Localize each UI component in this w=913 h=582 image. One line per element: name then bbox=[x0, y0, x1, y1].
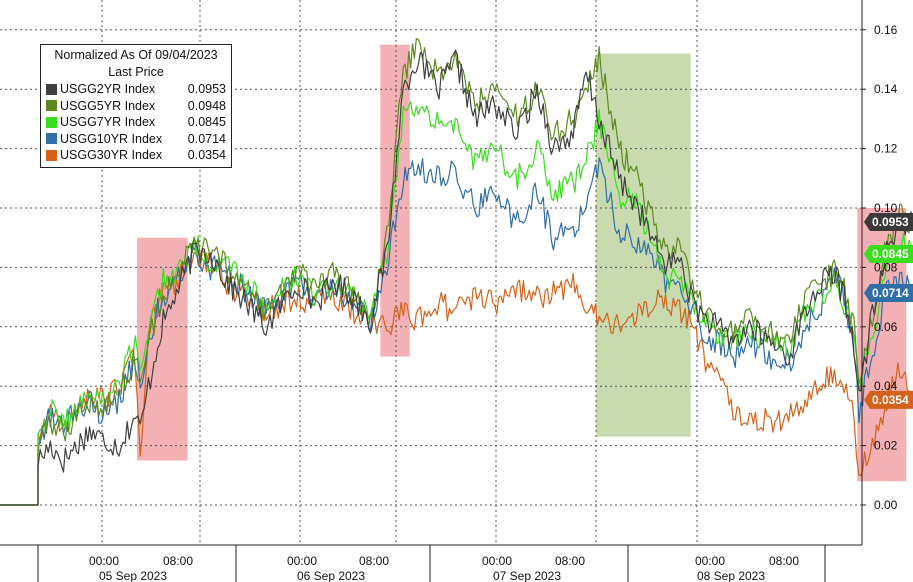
series-line bbox=[0, 101, 913, 506]
last-value-badge bbox=[864, 283, 913, 302]
legend-item: USGG7YR Index 0.0845 bbox=[46, 114, 226, 131]
last-value-badge-label: 0.0845 bbox=[872, 247, 909, 261]
x-tick-label: 00:00 bbox=[89, 554, 119, 568]
x-tick-label: 08:00 bbox=[555, 554, 585, 568]
legend-item: USGG10YR Index 0.0714 bbox=[46, 131, 226, 148]
legend-swatch bbox=[46, 149, 57, 161]
series-line bbox=[0, 49, 913, 506]
legend-swatch bbox=[46, 83, 57, 95]
legend-swatch bbox=[46, 100, 57, 112]
legend-series-value: 0.0948 bbox=[187, 98, 226, 113]
legend-swatch bbox=[46, 133, 57, 145]
legend-series-name: USGG7YR Index bbox=[60, 115, 156, 129]
y-tick-label: 0.04 bbox=[874, 379, 898, 393]
last-value-badge-label: 0.0714 bbox=[872, 286, 909, 300]
legend-series-name: USGG5YR Index bbox=[60, 98, 156, 113]
last-value-badge bbox=[864, 212, 913, 231]
series-line bbox=[0, 249, 913, 506]
legend-series-value: 0.0845 bbox=[187, 115, 226, 129]
y-tick-label: 0.10 bbox=[874, 201, 898, 215]
legend-item: USGG5YR Index 0.0948 bbox=[46, 98, 226, 115]
last-value-badge-label: 0.0354 bbox=[872, 393, 909, 407]
x-tick-label: 00:00 bbox=[287, 554, 317, 568]
last-value-badges: 0.0953 0.0845 0.0714 0.0354 bbox=[864, 212, 913, 409]
y-tick-label: 0.16 bbox=[874, 23, 898, 37]
y-tick-label: 0.08 bbox=[874, 260, 898, 274]
legend-series-value: 0.0354 bbox=[187, 148, 226, 162]
y-tick-label: 0.06 bbox=[874, 320, 898, 334]
x-tick-label: 08:00 bbox=[769, 554, 799, 568]
last-value-badge-label: 0.0953 bbox=[872, 215, 909, 229]
x-date-label: 06 Sep 2023 bbox=[297, 569, 365, 582]
legend-title: Normalized As Of 09/04/2023 bbox=[54, 48, 218, 62]
y-tick-label: 0.02 bbox=[874, 439, 898, 453]
x-date-label: 08 Sep 2023 bbox=[697, 569, 765, 582]
x-date-label: 07 Sep 2023 bbox=[493, 569, 561, 582]
x-tick-label: 08:00 bbox=[163, 554, 193, 568]
y-tick-label: 0.00 bbox=[874, 498, 898, 512]
x-date-label: 05 Sep 2023 bbox=[99, 569, 167, 582]
x-tick-label: 00:00 bbox=[695, 554, 725, 568]
series-lines bbox=[0, 38, 913, 506]
legend-series-name: USGG10YR Index bbox=[60, 131, 163, 146]
x-tick-label: 00:00 bbox=[482, 554, 512, 568]
legend-item: USGG2YR Index 0.0953 bbox=[46, 81, 226, 98]
y-tick-label: 0.12 bbox=[874, 142, 898, 156]
legend-swatch bbox=[46, 116, 57, 128]
y-tick-label: 0.14 bbox=[874, 82, 898, 96]
legend-series-name: USGG30YR Index bbox=[60, 148, 163, 162]
legend-series-value: 0.0714 bbox=[187, 131, 226, 146]
x-tick-label: 08:00 bbox=[359, 554, 389, 568]
legend-series-value: 0.0953 bbox=[187, 82, 226, 96]
legend-item: USGG30YR Index 0.0354 bbox=[46, 147, 226, 164]
last-value-badge bbox=[864, 390, 913, 409]
legend-series-name: USGG2YR Index bbox=[60, 82, 156, 96]
legend-subtitle: Last Price bbox=[108, 65, 164, 79]
legend: Normalized As Of 09/04/2023 Last Price U… bbox=[40, 44, 232, 168]
last-value-badge bbox=[864, 245, 913, 264]
